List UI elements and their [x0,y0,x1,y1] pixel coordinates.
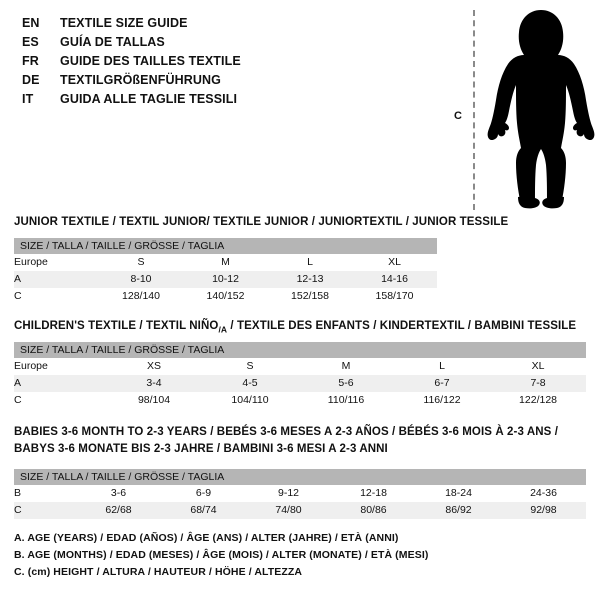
junior-c-c2: 140/152 [183,288,268,305]
junior-row-label-c: C [14,288,99,305]
section-title-children-main: CHILDREN'S TEXTILE / TEXTIL NIÑO [14,320,219,332]
children-size-table: SIZE / TALLA / TAILLE / GRÖSSE / TAGLIA … [14,342,587,409]
toddler-silhouette-icon [487,10,595,209]
language-header-block: EN TEXTILE SIZE GUIDE ES GUÍA DE TALLAS … [22,14,402,109]
junior-c-c3: 152/158 [268,288,352,305]
children-band-label: SIZE / TALLA / TAILLE / GRÖSSE / TAGLIA [14,342,587,358]
babies-c-c2: 68/74 [161,502,246,519]
height-marker-label: C [454,110,462,122]
height-figure-area: C [440,6,600,211]
table-row: C 98/104 104/110 110/116 116/122 122/128 [14,392,587,409]
babies-row-label-b: B [14,485,76,502]
children-row-label-c: C [14,392,106,409]
children-row-label-a: A [14,375,106,392]
junior-size-table: SIZE / TALLA / TAILLE / GRÖSSE / TAGLIA … [14,238,438,305]
legend-line-c: C. (cm) HEIGHT / ALTURA / HAUTEUR / HÖHE… [14,566,303,578]
children-europe-c3: M [298,358,394,375]
junior-a-c3: 12-13 [268,271,352,288]
children-europe-c1: XS [106,358,202,375]
babies-c-c6: 92/98 [501,502,587,519]
babies-c-c5: 86/92 [416,502,501,519]
junior-band-header-row: SIZE / TALLA / TAILLE / GRÖSSE / TAGLIA [14,238,438,254]
language-code-fr: FR [22,54,39,68]
section-title-children-rest: / TEXTILE DES ENFANTS / KINDERTEXTIL / B… [227,320,577,332]
babies-b-c1: 3-6 [76,485,161,502]
junior-band-label: SIZE / TALLA / TAILLE / GRÖSSE / TAGLIA [14,238,438,254]
junior-europe-c2: M [183,254,268,271]
language-code-es: ES [22,35,39,49]
table-row: A 8-10 10-12 12-13 14-16 [14,271,438,288]
language-row-it: IT GUIDA ALLE TAGLIE TESSILI [22,90,402,109]
babies-b-c3: 9-12 [246,485,331,502]
legend-line-a: A. AGE (YEARS) / EDAD (AÑOS) / ÂGE (ANS)… [14,532,399,544]
height-dashed-line-icon [473,10,475,210]
babies-c-c3: 74/80 [246,502,331,519]
children-europe-c5: XL [490,358,587,375]
babies-b-c5: 18-24 [416,485,501,502]
children-a-c4: 6-7 [394,375,490,392]
language-title-de: TEXTILGRÖßENFÜHRUNG [60,73,221,87]
junior-row-label-europe: Europe [14,254,99,271]
language-row-de: DE TEXTILGRÖßENFÜHRUNG [22,71,402,90]
legend-block: A. AGE (YEARS) / EDAD (AÑOS) / ÂGE (ANS)… [14,530,428,581]
children-a-c5: 7-8 [490,375,587,392]
junior-a-c2: 10-12 [183,271,268,288]
children-row-label-europe: Europe [14,358,106,375]
junior-row-label-a: A [14,271,99,288]
babies-b-c4: 12-18 [331,485,416,502]
junior-c-c1: 128/140 [99,288,183,305]
babies-band-header-row: SIZE / TALLA / TAILLE / GRÖSSE / TAGLIA [14,469,587,485]
section-title-babies-line2: BABYS 3-6 MONATE BIS 2-3 JAHRE / BAMBINI… [14,443,388,455]
language-row-en: EN TEXTILE SIZE GUIDE [22,14,402,33]
babies-size-table: SIZE / TALLA / TAILLE / GRÖSSE / TAGLIA … [14,469,587,519]
language-title-it: GUIDA ALLE TAGLIE TESSILI [60,92,238,106]
table-row: Europe S M L XL [14,254,438,271]
table-row: C 128/140 140/152 152/158 158/170 [14,288,438,305]
table-row: Europe XS S M L XL [14,358,587,375]
language-title-es: GUÍA DE TALLAS [60,35,165,49]
babies-band-label: SIZE / TALLA / TAILLE / GRÖSSE / TAGLIA [14,469,587,485]
children-europe-c4: L [394,358,490,375]
babies-b-c2: 6-9 [161,485,246,502]
language-code-de: DE [22,73,40,87]
babies-b-c6: 24-36 [501,485,587,502]
language-title-en: TEXTILE SIZE GUIDE [60,16,188,30]
junior-c-c4: 158/170 [352,288,438,305]
children-a-c2: 4-5 [202,375,298,392]
section-title-children-sub: /A [218,324,228,335]
legend-line-b: B. AGE (MONTHS) / EDAD (MESES) / ÂGE (MO… [14,549,429,561]
language-row-fr: FR GUIDE DES TAILLES TEXTILE [22,52,402,71]
language-code-it: IT [22,92,34,106]
children-c-c1: 98/104 [106,392,202,409]
junior-europe-c3: L [268,254,352,271]
language-title-fr: GUIDE DES TAILLES TEXTILE [60,54,241,68]
children-a-c1: 3-4 [106,375,202,392]
junior-europe-c4: XL [352,254,438,271]
children-c-c3: 110/116 [298,392,394,409]
children-c-c2: 104/110 [202,392,298,409]
language-row-es: ES GUÍA DE TALLAS [22,33,402,52]
section-title-children: CHILDREN'S TEXTILE / TEXTIL NIÑO/A / TEX… [14,320,576,334]
children-band-header-row: SIZE / TALLA / TAILLE / GRÖSSE / TAGLIA [14,342,587,358]
babies-c-c4: 80/86 [331,502,416,519]
table-row: C 62/68 68/74 74/80 80/86 86/92 92/98 [14,502,587,519]
section-title-junior: JUNIOR TEXTILE / TEXTIL JUNIOR/ TEXTILE … [14,216,509,228]
junior-a-c4: 14-16 [352,271,438,288]
babies-c-c1: 62/68 [76,502,161,519]
junior-europe-c1: S [99,254,183,271]
junior-a-c1: 8-10 [99,271,183,288]
table-row: A 3-4 4-5 5-6 6-7 7-8 [14,375,587,392]
children-a-c3: 5-6 [298,375,394,392]
language-code-en: EN [22,16,40,30]
children-c-c5: 122/128 [490,392,587,409]
babies-row-label-c: C [14,502,76,519]
section-title-babies-line1: BABIES 3-6 MONTH TO 2-3 YEARS / BEBÉS 3-… [14,426,558,438]
table-row: B 3-6 6-9 9-12 12-18 18-24 24-36 [14,485,587,502]
children-europe-c2: S [202,358,298,375]
children-c-c4: 116/122 [394,392,490,409]
